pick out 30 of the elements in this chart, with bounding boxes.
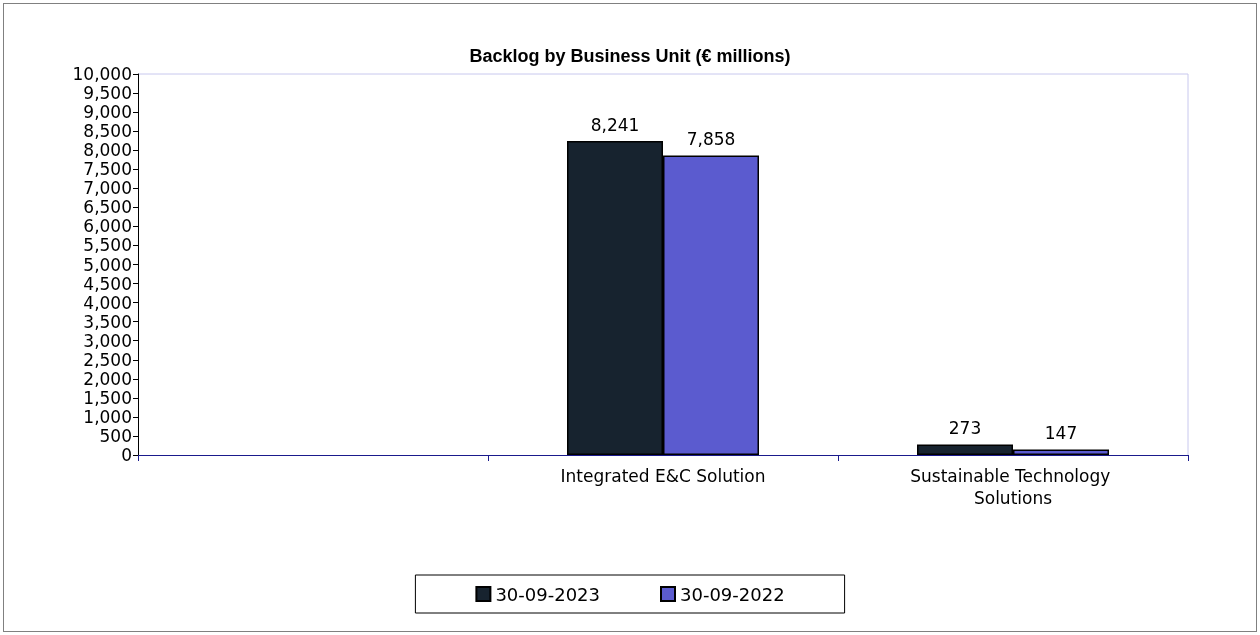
y-tick-label: 4,500: [83, 273, 132, 294]
y-tick-label: 4,000: [83, 292, 132, 313]
y-tick-label: 6,500: [83, 197, 132, 218]
x-tick-label: Sustainable Technology Solutions: [910, 466, 1116, 508]
y-tick-label: 9,000: [83, 102, 132, 123]
y-tick-label: 7,500: [83, 159, 132, 180]
y-tick-label: 2,500: [83, 349, 132, 370]
y-tick-label: 3,000: [83, 330, 132, 351]
y-tick-label: 8,000: [83, 140, 132, 161]
legend-label: 30-09-2022: [680, 583, 785, 605]
x-tick-label: Integrated E&C Solution: [560, 466, 766, 486]
y-tick-label: 10,000: [72, 64, 132, 84]
y-tick-label: 5,000: [83, 254, 132, 275]
data-label: 7,858: [686, 129, 736, 150]
y-tick-label: 6,000: [83, 216, 132, 237]
y-tick-label: 2,000: [83, 368, 132, 389]
y-tick-label: 500: [99, 425, 132, 446]
legend-label: 30-09-2023: [495, 583, 600, 605]
data-label: 147: [1044, 422, 1078, 443]
y-tick-label: 9,500: [83, 83, 132, 104]
data-label: 273: [948, 418, 982, 439]
y-tick-label: 1,000: [83, 406, 132, 427]
y-tick-label: 1,500: [83, 387, 132, 408]
y-tick-label: 0: [121, 445, 132, 465]
y-tick-label: 5,500: [83, 235, 132, 256]
y-tick-label: 3,500: [83, 311, 132, 332]
chart-title: Backlog by Business Unit (€ millions): [469, 46, 791, 66]
y-tick-label: 8,500: [83, 121, 132, 142]
y-tick-label: 7,000: [83, 178, 132, 199]
data-label: 8,241: [590, 114, 640, 135]
